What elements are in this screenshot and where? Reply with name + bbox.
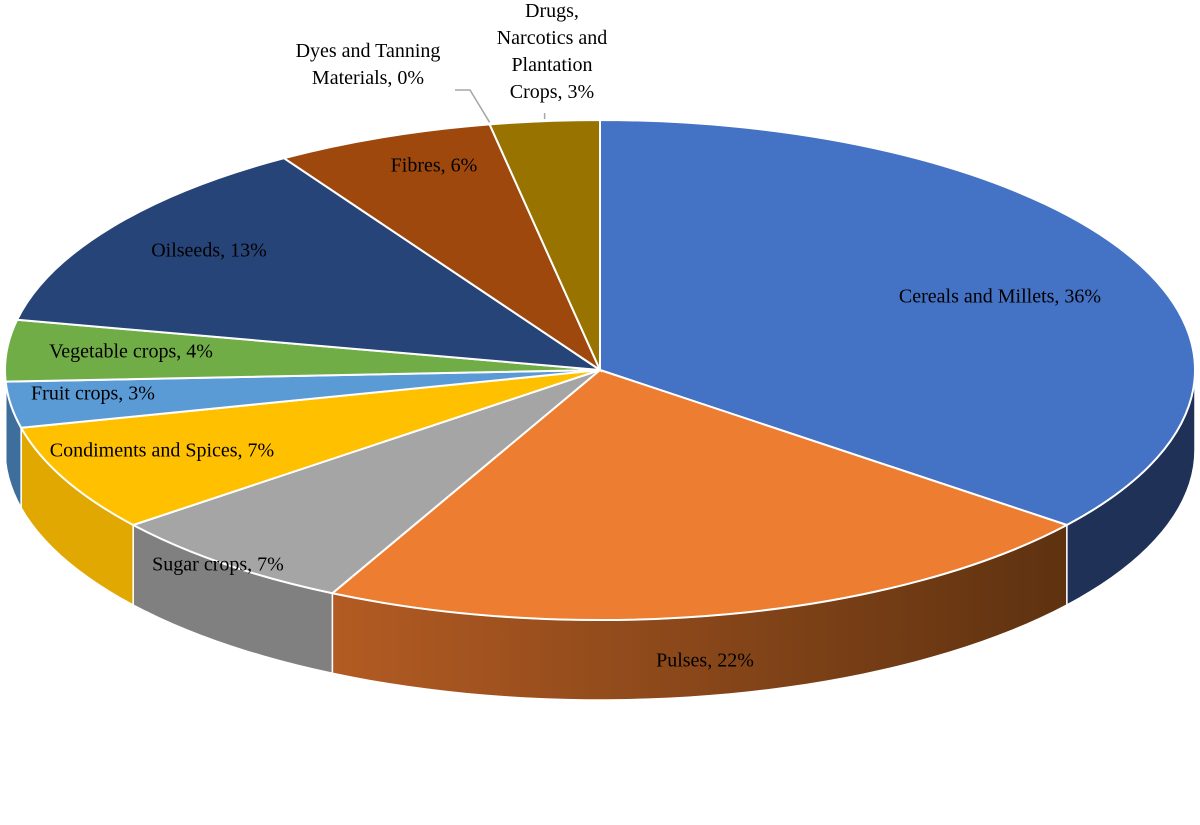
pie-slice-oilseeds bbox=[15, 157, 601, 371]
pie-slice-cereals-and-millets bbox=[599, 118, 1196, 527]
data-label-pulses: Pulses, 22% bbox=[656, 650, 754, 672]
data-label-fruit-crops: Fruit crops, 3% bbox=[31, 383, 155, 405]
leader-line-dyes-and-tanning-materials bbox=[455, 89, 491, 123]
data-label-sugar-crops: Sugar crops, 7% bbox=[152, 554, 284, 576]
data-label-cereals-and-millets: Cereals and Millets, 36% bbox=[899, 286, 1101, 308]
data-label-condiments-and-spices: Condiments and Spices, 7% bbox=[50, 440, 274, 462]
data-label-fibres: Fibres, 6% bbox=[391, 155, 478, 177]
label-layer: Cereals and Millets, 36% Pulses, 22% Sugar… bbox=[31, 0, 1101, 672]
pie-slice-pulses bbox=[330, 368, 1070, 621]
leader-layer bbox=[455, 89, 546, 123]
pie-slice-fibres bbox=[281, 123, 603, 373]
data-label-drugs-narcotics-and-plantation-crops: Drugs, Narcotics and Plantation Crops, 3% bbox=[497, 0, 608, 103]
pie-top-layer bbox=[4, 118, 1196, 621]
pie-slice-condiments-and-spices bbox=[19, 369, 601, 527]
data-label-oilseeds: Oilseeds, 13% bbox=[151, 240, 267, 262]
data-label-dyes-and-tanning-materials: Dyes and Tanning Materials, 0% bbox=[296, 40, 441, 89]
pie-slice-sugar-crops bbox=[130, 369, 601, 595]
pie-slice-drugs-narcotics-and-plantation-crops bbox=[488, 118, 601, 371]
data-label-vegetable-crops: Vegetable crops, 4% bbox=[49, 341, 213, 363]
pie-side-layer bbox=[4, 369, 1196, 701]
